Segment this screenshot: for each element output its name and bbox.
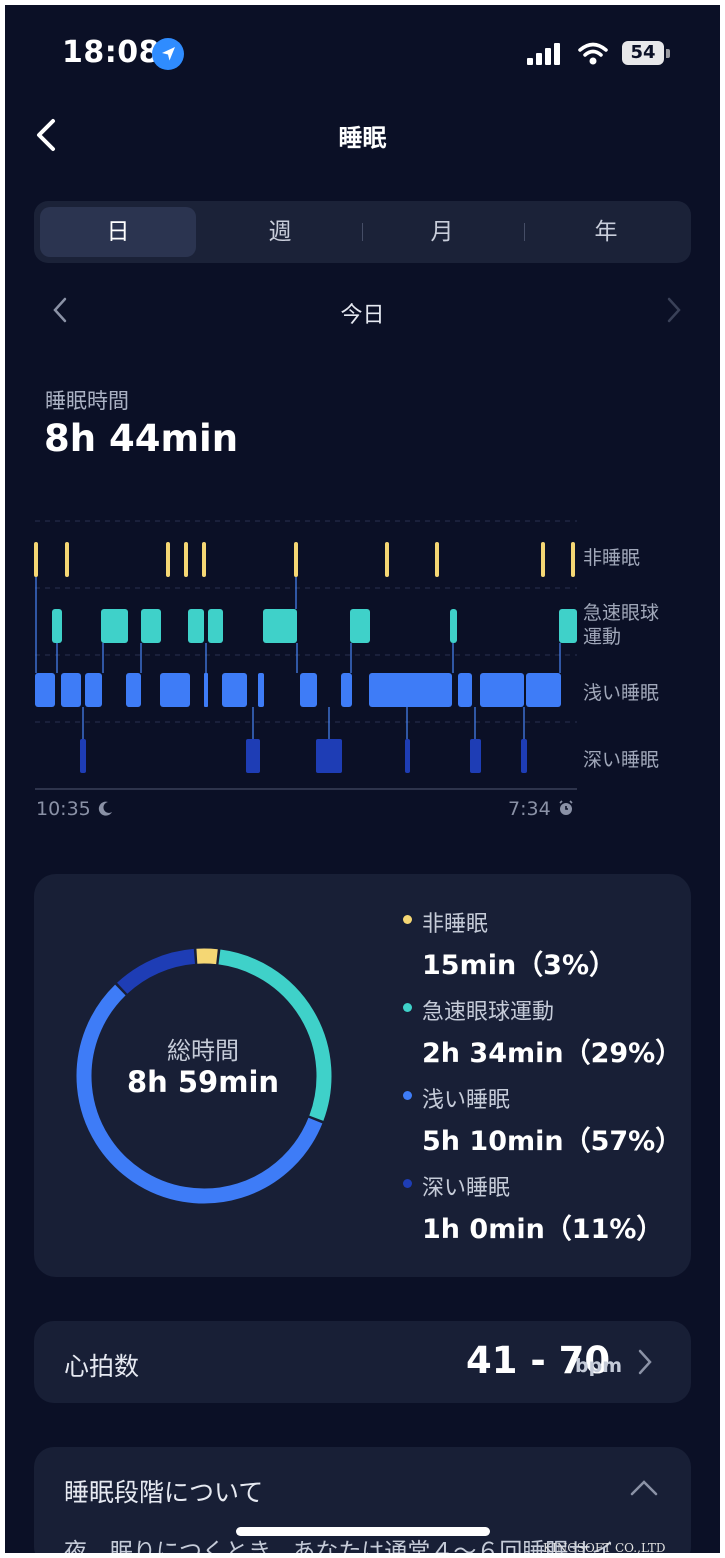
legend-value-deep: 1h 0min（11%） [422,1214,664,1245]
about-text: 夜、眠りにつくとき、あなたは通常４～６回睡眠サイ [64,1539,615,1553]
segment-active-highlight [40,207,196,257]
donut-segment-deep [117,948,196,994]
legend-name-awake: 非睡眠 [422,912,489,937]
chevron-left-icon [53,297,67,323]
chart-start-time: 10:35 [36,798,115,820]
sleep-stage-info-card: 睡眠段階について 夜、眠りにつくとき、あなたは通常４～６回睡眠サイ [34,1447,691,1553]
wifi-icon [577,41,609,71]
home-indicator[interactable] [236,1527,490,1536]
legend-name-rem: 急速眼球運動 [422,1000,555,1025]
legend-dot-light [403,1091,412,1100]
tab-year[interactable]: 年 [594,219,618,245]
stage-label-awake: 非睡眠 [583,547,641,569]
screen: 18:08 54 睡眠 日 週 月 年 今日 [5,5,720,1553]
transition-lines [35,577,561,739]
end-time-text: 7:34 [508,798,551,820]
about-title: 睡眠段階について [64,1478,264,1507]
segment-divider [524,223,525,241]
date-label: 今日 [340,303,385,328]
watermark-text: KINGSOFT CO.,LTD [543,1541,666,1553]
location-arrow-icon [152,38,184,70]
chevron-right-icon [667,297,681,323]
moon-icon [98,801,112,816]
awake-marks [34,542,575,577]
alarm-clock-icon [559,800,573,815]
legend-name-light: 浅い睡眠 [422,1088,511,1113]
deep-sleep-blocks [80,739,527,773]
start-time-text: 10:35 [36,798,91,820]
stage-label-deep: 深い睡眠 [583,749,660,771]
legend-value-light: 5h 10min（57%） [422,1126,683,1157]
chevron-right-icon [638,1349,652,1375]
tab-day[interactable]: 日 [106,219,130,245]
previous-day-button[interactable] [49,295,73,329]
heart-rate-value: 41 - 70 [466,1339,611,1382]
chevron-up-icon[interactable] [629,1477,659,1499]
heart-rate-unit: bpm [575,1355,622,1377]
light-sleep-blocks [35,673,561,707]
sleep-donut-chart [76,948,332,1204]
chart-end-time: 7:34 [508,798,575,820]
sleep-stage-chart [34,520,577,790]
back-button[interactable] [31,113,71,157]
sleep-time-value: 8h 44min [44,417,239,460]
tab-month[interactable]: 月 [430,219,454,245]
stage-label-rem: 急速眼球 運動 [583,602,660,648]
page-title: 睡眠 [338,124,387,152]
legend-value-awake: 15min（3%） [422,950,617,981]
chart-gridlines [35,520,577,723]
battery-indicator: 54 [622,41,664,65]
cellular-signal-icon [527,43,563,65]
total-time-value: 8h 59min [126,1065,280,1099]
battery-nub [666,49,670,58]
sleep-summary-card [34,874,691,1277]
donut-segment-rem [218,949,332,1121]
legend-dot-deep [403,1179,412,1188]
chevron-left-icon [37,119,55,151]
rem-sleep-blocks [52,609,577,643]
period-segmented-control: 日 週 月 年 [34,201,691,263]
legend-dot-rem [403,1003,412,1012]
donut-segment-light [76,984,323,1204]
legend-name-deep: 深い睡眠 [422,1176,511,1201]
heart-rate-label: 心拍数 [64,1352,140,1381]
stage-label-light: 浅い睡眠 [583,682,660,704]
legend-dot-awake [403,915,412,924]
segment-divider [362,223,363,241]
legend-value-rem: 2h 34min（29%） [422,1038,683,1069]
sleep-time-label: 睡眠時間 [45,389,129,413]
next-day-button[interactable] [661,295,685,329]
heart-rate-row[interactable]: 心拍数 41 - 70 bpm [34,1321,691,1403]
tab-week[interactable]: 週 [268,219,292,245]
status-time: 18:08 [62,35,160,70]
donut-segment-awake [196,948,218,965]
total-time-label: 総時間 [167,1037,239,1065]
